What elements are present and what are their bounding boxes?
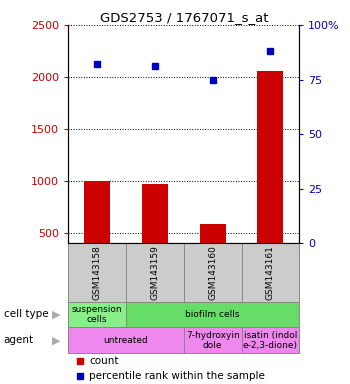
Bar bbox=[68, 243, 126, 301]
Bar bbox=[126, 243, 184, 301]
Text: agent: agent bbox=[4, 336, 34, 346]
Text: isatin (indol
e-2,3-dione): isatin (indol e-2,3-dione) bbox=[243, 331, 298, 350]
Text: GSM143158: GSM143158 bbox=[93, 245, 101, 300]
Text: GSM143160: GSM143160 bbox=[208, 245, 217, 300]
Text: ▶: ▶ bbox=[52, 310, 60, 319]
Text: cell type: cell type bbox=[4, 310, 48, 319]
Text: GSM143161: GSM143161 bbox=[266, 245, 275, 300]
Text: ▶: ▶ bbox=[52, 336, 60, 346]
Text: percentile rank within the sample: percentile rank within the sample bbox=[89, 371, 265, 381]
Bar bbox=[142, 184, 168, 243]
Bar bbox=[68, 328, 184, 353]
Bar bbox=[257, 71, 284, 243]
Bar bbox=[184, 243, 241, 301]
Bar bbox=[84, 181, 110, 243]
Bar bbox=[68, 301, 126, 328]
Bar bbox=[241, 243, 299, 301]
Text: GSM143159: GSM143159 bbox=[150, 245, 159, 300]
Text: 7-hydroxyin
dole: 7-hydroxyin dole bbox=[186, 331, 239, 350]
Bar bbox=[241, 328, 299, 353]
Bar bbox=[184, 328, 241, 353]
Text: untreated: untreated bbox=[104, 336, 148, 345]
Text: count: count bbox=[89, 356, 119, 366]
Bar bbox=[126, 301, 299, 328]
Bar bbox=[199, 224, 226, 243]
Text: suspension
cells: suspension cells bbox=[72, 305, 122, 324]
Text: biofilm cells: biofilm cells bbox=[186, 310, 240, 319]
Title: GDS2753 / 1767071_s_at: GDS2753 / 1767071_s_at bbox=[99, 11, 268, 24]
